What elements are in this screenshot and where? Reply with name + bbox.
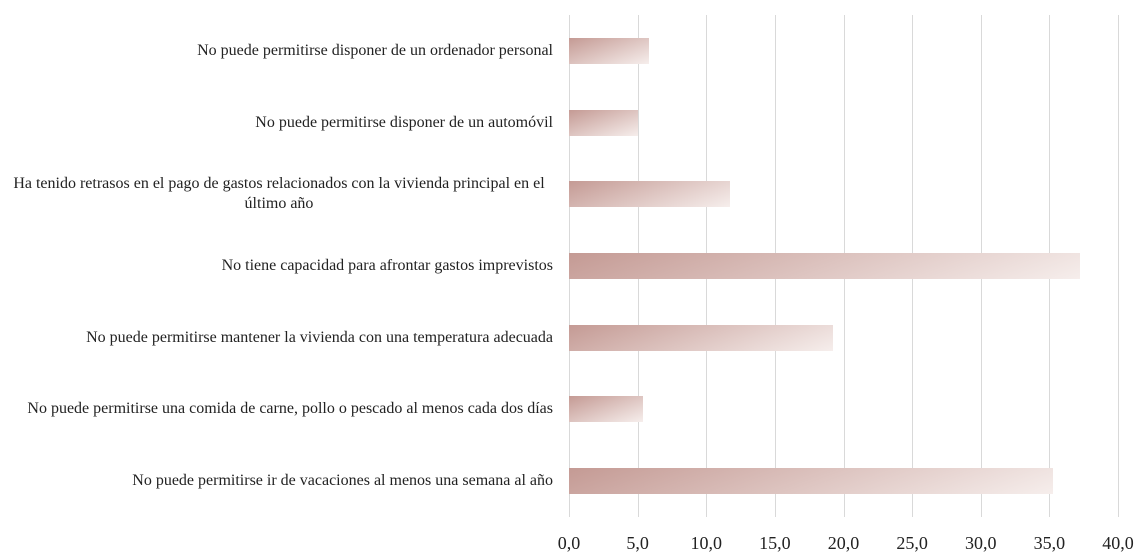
category-label: No puede permitirse mantener la vivienda… <box>86 328 553 346</box>
category-label: No puede permitirse una comida de carne,… <box>27 400 553 418</box>
category-label-wrap: No tiene capacidad para afrontar gastos … <box>0 256 553 276</box>
x-tick-label: 30,0 <box>965 533 997 553</box>
x-tick-label: 10,0 <box>690 533 723 553</box>
category-label: No puede permitirse disponer de un autom… <box>255 113 553 131</box>
bar <box>569 181 730 208</box>
grid-line <box>1118 15 1119 517</box>
bar <box>569 109 638 136</box>
x-tick-label: 5,0 <box>626 533 649 553</box>
x-tick-label: 0,0 <box>557 533 581 553</box>
category-label: No puede permitirse disponer de un orden… <box>197 41 553 59</box>
category-label-wrap: No puede permitirse disponer de un autom… <box>0 113 553 133</box>
x-tick-label: 35,0 <box>1033 533 1066 553</box>
bar <box>569 324 833 351</box>
category-label: Ha tenido retrasos en el pago de gastos … <box>13 175 545 213</box>
bar <box>569 37 649 64</box>
bar <box>569 396 644 423</box>
category-label-wrap: Ha tenido retrasos en el pago de gastos … <box>0 174 553 214</box>
category-label: No puede permitirse ir de vacaciones al … <box>132 472 553 490</box>
x-tick-label: 15,0 <box>759 533 791 553</box>
bar <box>569 253 1080 279</box>
category-label-wrap: No puede permitirse ir de vacaciones al … <box>0 471 553 491</box>
category-label-wrap: No puede permitirse una comida de carne,… <box>0 399 553 419</box>
category-label-wrap: No puede permitirse mantener la vivienda… <box>0 328 553 348</box>
bar <box>569 468 1054 495</box>
x-tick-label: 20,0 <box>827 533 860 553</box>
category-label-wrap: No puede permitirse disponer de un orden… <box>0 41 553 61</box>
category-label: No tiene capacidad para afrontar gastos … <box>221 257 553 274</box>
x-tick-label: 25,0 <box>896 533 928 553</box>
x-tick-label: 40,0 <box>1102 533 1134 553</box>
